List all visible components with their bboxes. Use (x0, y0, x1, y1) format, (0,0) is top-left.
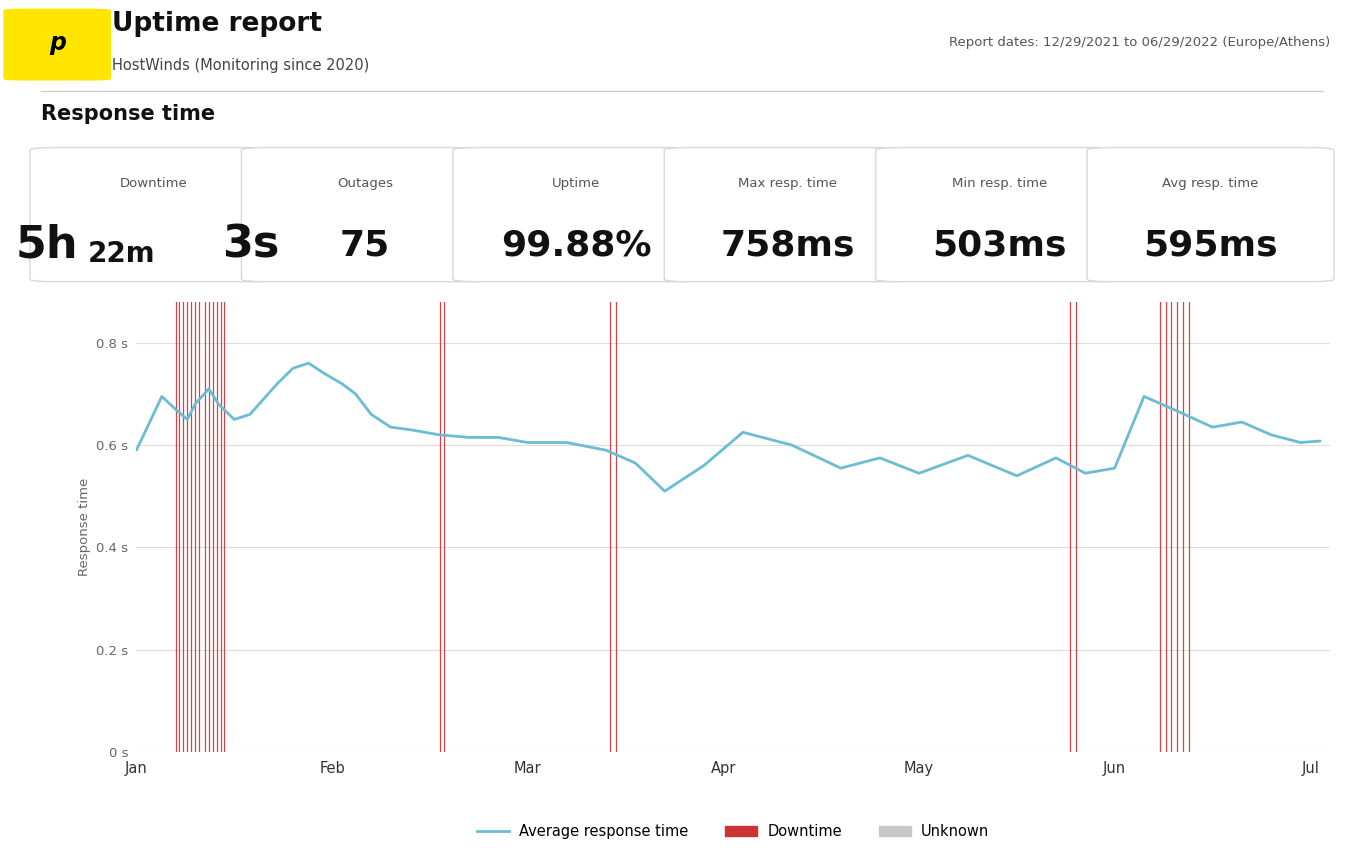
Text: Response time: Response time (41, 104, 216, 124)
Text: Report dates: 12/29/2021 to 06/29/2022 (Europe/Athens): Report dates: 12/29/2021 to 06/29/2022 (… (948, 37, 1330, 49)
Text: Uptime report: Uptime report (112, 11, 322, 37)
FancyBboxPatch shape (664, 148, 911, 281)
Text: Downtime: Downtime (120, 178, 187, 190)
Y-axis label: Response time: Response time (78, 478, 91, 576)
Text: 595ms: 595ms (1143, 229, 1278, 263)
Text: HostWinds (Monitoring since 2020): HostWinds (Monitoring since 2020) (112, 58, 370, 72)
Text: 99.88%: 99.88% (501, 229, 652, 263)
Text: Max resp. time: Max resp. time (738, 178, 837, 190)
Text: 5h: 5h (16, 224, 78, 267)
Text: Uptime: Uptime (552, 178, 600, 190)
FancyBboxPatch shape (1087, 148, 1334, 281)
Text: 758ms: 758ms (720, 229, 855, 263)
Text: 3s: 3s (221, 224, 280, 267)
Text: Outages: Outages (337, 178, 393, 190)
FancyBboxPatch shape (30, 148, 277, 281)
Text: Avg resp. time: Avg resp. time (1162, 178, 1259, 190)
Text: Min resp. time: Min resp. time (952, 178, 1046, 190)
FancyBboxPatch shape (453, 148, 700, 281)
FancyBboxPatch shape (876, 148, 1123, 281)
Text: 22m: 22m (87, 240, 155, 268)
FancyBboxPatch shape (241, 148, 488, 281)
FancyBboxPatch shape (4, 9, 110, 80)
Legend: Average response time, Downtime, Unknown: Average response time, Downtime, Unknown (472, 818, 994, 845)
Text: p: p (49, 31, 65, 55)
Text: 75: 75 (340, 229, 390, 263)
Text: 503ms: 503ms (932, 229, 1067, 263)
